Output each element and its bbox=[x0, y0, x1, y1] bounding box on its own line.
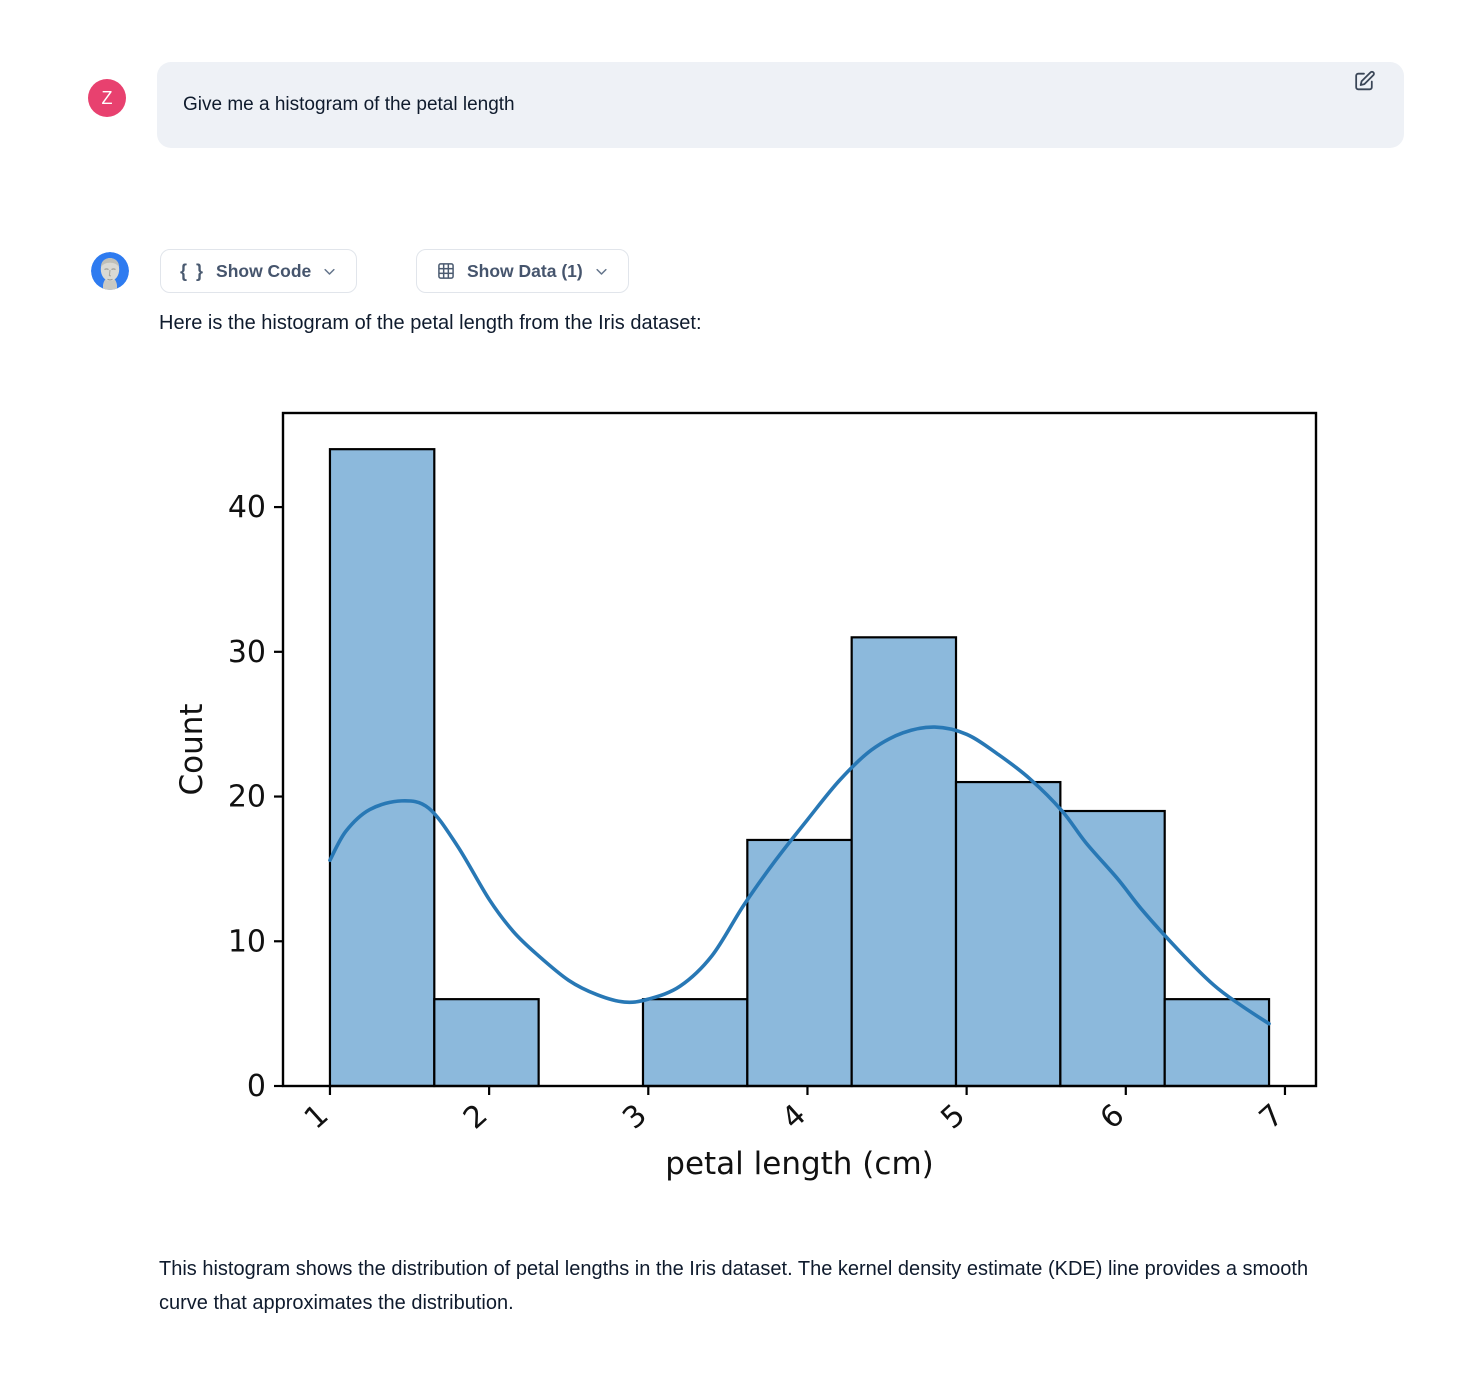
y-tick-label: 20 bbox=[228, 780, 266, 815]
y-tick-label: 10 bbox=[228, 924, 266, 959]
histogram-bar bbox=[641, 998, 749, 1088]
histogram-bar bbox=[850, 636, 958, 1088]
user-avatar-initial: Z bbox=[101, 87, 113, 108]
assistant-intro-text: Here is the histogram of the petal lengt… bbox=[159, 312, 702, 334]
x-tick-label: 4 bbox=[775, 1098, 813, 1137]
histogram-bar bbox=[433, 998, 540, 1088]
x-tick-label: 3 bbox=[616, 1098, 654, 1137]
table-icon bbox=[436, 261, 456, 281]
plot-border bbox=[281, 411, 1318, 1088]
histogram-bar bbox=[1059, 809, 1166, 1088]
assistant-avatar bbox=[91, 252, 129, 290]
show-code-button[interactable]: { } Show Code bbox=[160, 249, 358, 293]
petal-length-histogram: 0 10 20 30 40 1 2 3 4 5 6 7 petal length (cm) Count bbox=[174, 411, 1318, 1182]
braces-icon: { } bbox=[180, 260, 206, 281]
x-tick-label: 6 bbox=[1094, 1098, 1132, 1137]
kde-line bbox=[328, 725, 1271, 1026]
chart-figure: 0 10 20 30 40 1 2 3 4 5 6 7 petal length (cm) Count bbox=[174, 408, 1326, 1198]
chevron-down-icon bbox=[322, 264, 337, 279]
user-message-text: Give me a histogram of the petal length bbox=[183, 94, 515, 115]
x-tick-label: 7 bbox=[1253, 1098, 1291, 1137]
assistant-caption-text: This histogram shows the distribution of… bbox=[159, 1258, 1309, 1314]
user-message-bubble: Give me a histogram of the petal length bbox=[157, 62, 1404, 148]
show-code-label: Show Code bbox=[216, 260, 312, 281]
y-tick-label: 0 bbox=[247, 1069, 266, 1104]
x-axis-label: petal length (cm) bbox=[665, 1146, 933, 1182]
edit-message-button[interactable] bbox=[1350, 69, 1378, 97]
x-tick-label: 2 bbox=[457, 1098, 495, 1137]
show-data-button[interactable]: Show Data (1) bbox=[416, 249, 629, 293]
histogram-bar bbox=[328, 448, 436, 1088]
statue-avatar-icon bbox=[91, 252, 129, 290]
y-tick-label: 40 bbox=[228, 490, 266, 525]
pencil-square-icon bbox=[1352, 70, 1377, 97]
x-tick-label: 5 bbox=[934, 1098, 972, 1137]
y-axis-label: Count bbox=[176, 703, 210, 795]
y-tick-label: 30 bbox=[228, 635, 266, 670]
x-tick-label: 1 bbox=[298, 1098, 336, 1137]
user-avatar: Z bbox=[88, 79, 126, 117]
show-data-label: Show Data (1) bbox=[467, 260, 583, 281]
chevron-down-icon bbox=[594, 264, 609, 279]
histogram-bar bbox=[954, 780, 1062, 1088]
